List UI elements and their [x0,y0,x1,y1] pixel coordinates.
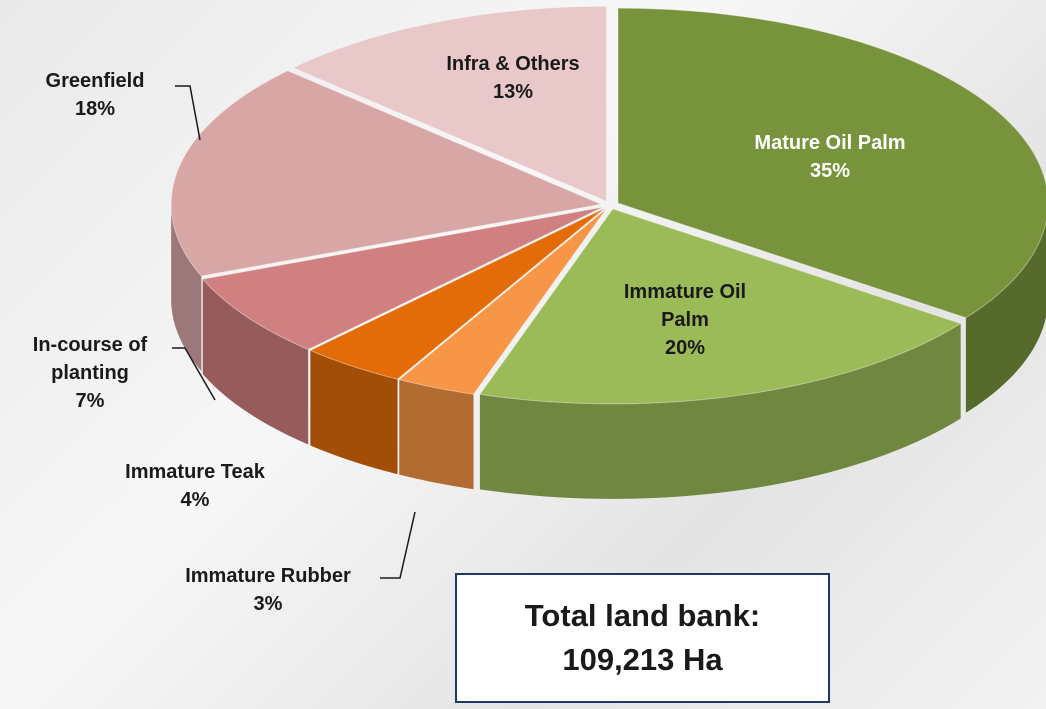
slice [617,7,1046,319]
slice-side [171,204,202,372]
leader-line [172,347,216,401]
slice-label: Immature Rubber 3% [185,562,351,618]
slice [398,208,607,395]
slice-side [202,279,309,445]
annotation-box: Total land bank: 109,213 Ha [455,573,830,703]
slice-value-label: 3% [253,593,283,615]
slice-side [399,379,474,490]
slice-label: Immature Oil Palm 20% [600,278,770,362]
slice-name: Immature Teak [125,461,265,483]
slice [309,207,606,380]
slice-label: Greenfield 18% [46,67,145,123]
pie-tops [170,5,1046,405]
slice-label: Mature Oil Palm 35% [754,129,905,185]
slice [291,5,607,203]
slice-side [479,323,961,499]
slice-value-label: 20% [664,337,706,359]
slice [201,206,603,350]
slice-value-label: 35% [809,160,851,182]
slice-name: Mature Oil Palm [754,132,906,154]
leader-line [175,85,201,141]
slice-value-label: 7% [75,390,105,412]
slice-name: Infra & Others [446,53,580,75]
leader-lines [172,85,416,579]
slice-name: Immature Rubber [185,565,351,587]
slice-name: Immature Oil Palm [623,281,747,331]
slice-side [965,221,1046,413]
slice-value-label: 4% [180,489,210,511]
leader-line [380,511,416,579]
pie-sides [171,204,1046,499]
slice-value-label: 18% [74,98,116,120]
slice-label: Immature Teak 4% [125,458,265,514]
slice [170,70,603,277]
slice-label: In-course of planting 7% [5,331,175,415]
slice [479,208,962,405]
slice-value-label: 13% [492,81,534,103]
slice-name: Greenfield [45,70,145,92]
annotation: Total land bank: 109,213 Ha [524,598,761,677]
slice-side [310,350,398,475]
slice-name: In-course of planting [32,334,148,384]
slice-label: Infra & Others 13% [446,50,579,106]
